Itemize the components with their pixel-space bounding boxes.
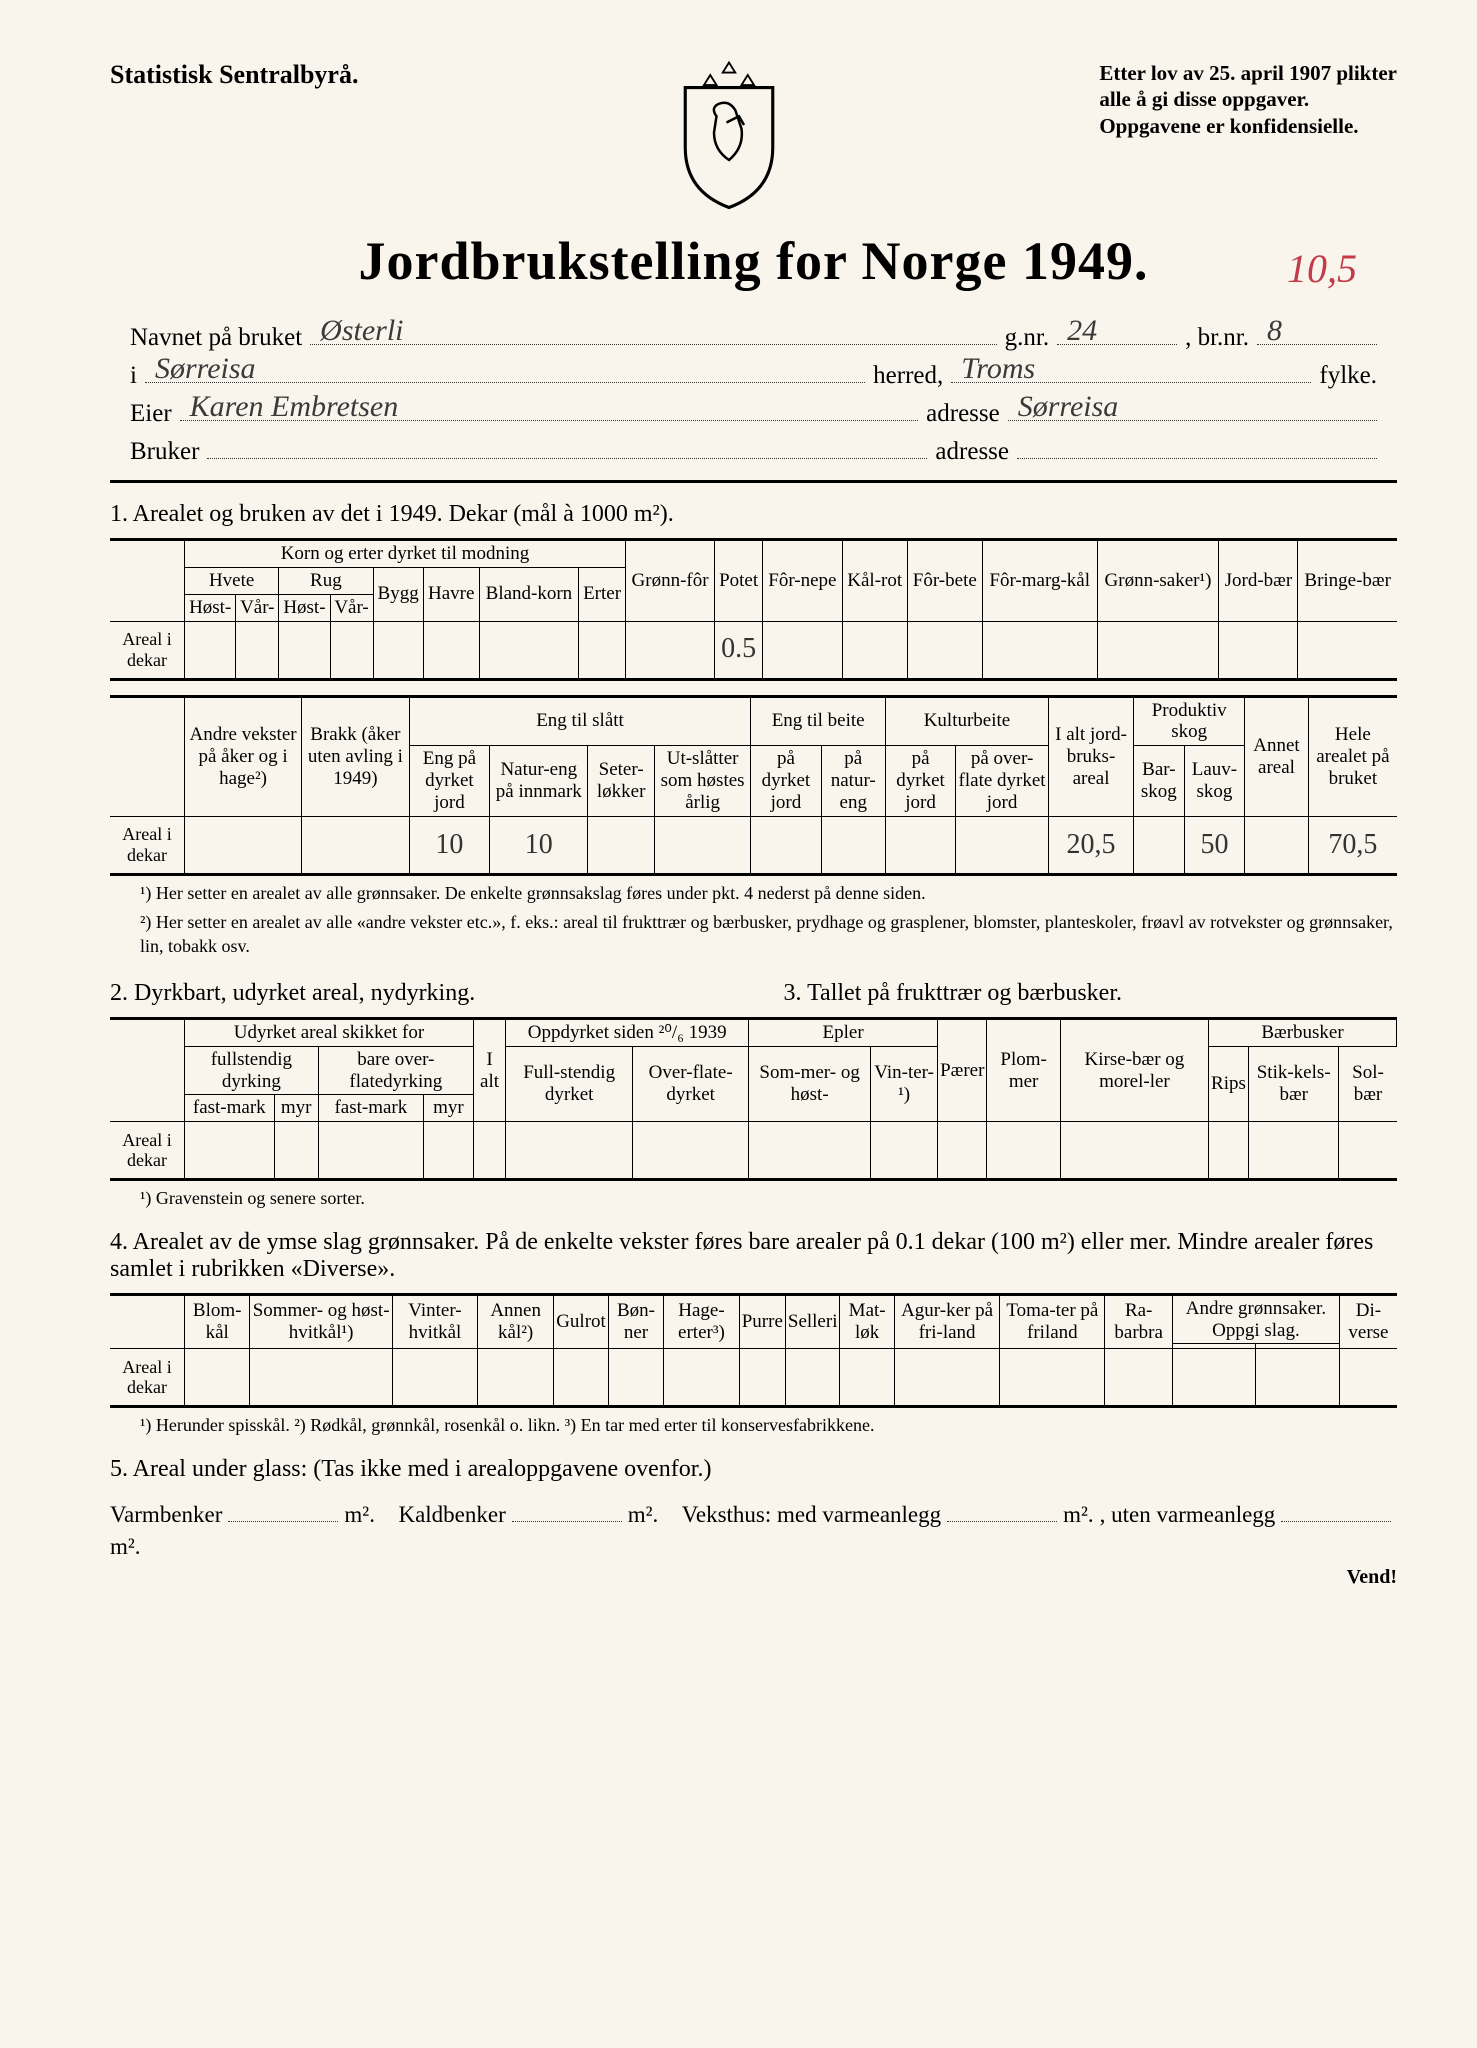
field-herred: Sørreisa — [145, 360, 865, 383]
coat-of-arms — [358, 60, 1099, 215]
label-fylke: fylke. — [1319, 362, 1377, 390]
field-eier: Karen Embretsen — [180, 398, 919, 421]
page-title: Jordbrukstelling for Norge 1949. — [110, 230, 1397, 292]
section5-line: Varmbenkerm². Kaldbenkerm². Veksthus: me… — [110, 1499, 1397, 1560]
label-bruker: Bruker — [130, 438, 199, 466]
label-herred: herred, — [873, 362, 943, 390]
val-lauvskog: 50 — [1184, 816, 1245, 874]
label-gnr: g.nr. — [1005, 324, 1049, 352]
label-navnet: Navnet på bruket — [130, 324, 302, 352]
footnote-1: ¹) Her setter en arealet av alle grønnsa… — [140, 882, 1397, 905]
field-gnr: 24 — [1057, 322, 1177, 345]
agency-name: Statistisk Sentralbyrå. — [110, 60, 358, 90]
field-brnr: 8 — [1257, 322, 1377, 345]
table-4: Blom-kål Sommer- og høst-hvitkål¹) Vinte… — [110, 1293, 1397, 1409]
red-annotation: 10,5 — [1287, 245, 1357, 292]
val-hele: 70,5 — [1308, 816, 1397, 874]
val-eng-dyrket: 10 — [409, 816, 489, 874]
table-2-3: Udyrket areal skikket for I alt Oppdyrke… — [110, 1017, 1397, 1181]
label-brnr: , br.nr. — [1185, 324, 1249, 352]
footnote-3: ¹) Gravenstein og senere sorter. — [140, 1187, 1397, 1210]
footnote-4: ¹) Herunder spisskål. ²) Rødkål, grønnkå… — [140, 1414, 1397, 1437]
section2-head: 2. Dyrkbart, udyrket areal, nydyrking. — [110, 980, 724, 1007]
val-natureng: 10 — [490, 816, 588, 874]
label-i: i — [130, 362, 137, 390]
table-1a: Korn og erter dyrket til modning Grønn-f… — [110, 538, 1397, 681]
val-potet: 0.5 — [715, 621, 763, 679]
field-bruker — [207, 436, 927, 459]
label-eier: Eier — [130, 400, 172, 428]
section5-head: 5. Areal under glass: (Tas ikke med i ar… — [110, 1456, 1397, 1483]
section1-head: 1. Arealet og bruken av det i 1949. Deka… — [110, 501, 1397, 528]
val-ialt: 20,5 — [1048, 816, 1133, 874]
footnote-2: ²) Her setter en arealet av alle «andre … — [140, 911, 1397, 958]
table-1b: Andre vekster på åker og i hage²) Brakk … — [110, 695, 1397, 876]
law-note: Etter lov av 25. april 1907 plikter alle… — [1099, 60, 1397, 139]
section3-head: 3. Tallet på frukttrær og bærbusker. — [784, 980, 1398, 1007]
vend-note: Vend! — [110, 1566, 1397, 1589]
field-fylke: Troms — [951, 360, 1311, 383]
field-bruket: Østerli — [310, 322, 996, 345]
label-adresse: adresse — [926, 400, 1000, 428]
field-eier-adresse: Sørreisa — [1008, 398, 1377, 421]
field-bruker-adresse — [1017, 436, 1377, 459]
section4-head: 4. Arealet av de ymse slag grønnsaker. P… — [110, 1229, 1397, 1283]
label-adresse2: adresse — [935, 438, 1009, 466]
